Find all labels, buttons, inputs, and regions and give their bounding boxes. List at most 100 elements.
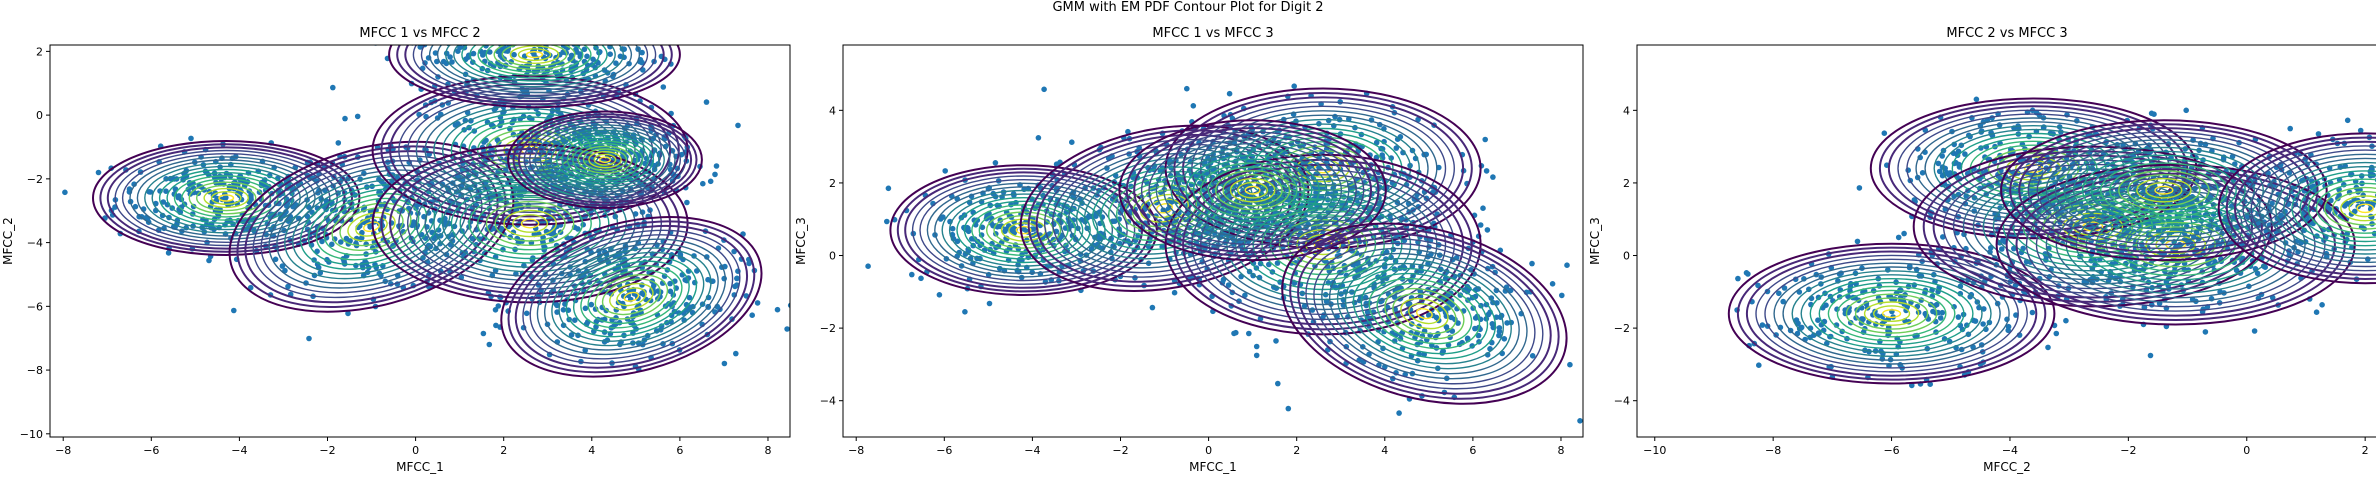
x-tick-label: 2 [1293, 444, 1300, 457]
contour-line [1207, 166, 1298, 215]
contour-line [1415, 308, 1433, 320]
contour-line [331, 202, 412, 251]
scatter-point [410, 219, 417, 225]
scatter-point [700, 180, 706, 187]
contour-line [1243, 127, 1403, 210]
contour-line [203, 187, 249, 209]
scatter-point [1501, 336, 1508, 342]
scatter-point [582, 305, 589, 312]
contour-line [1289, 227, 1560, 400]
scatter-point [617, 53, 624, 60]
gmm-component-1-contours [889, 164, 1158, 297]
y-tick-label: −8 [27, 364, 43, 377]
contour-line [1344, 262, 1504, 365]
contour-line [1328, 252, 1520, 375]
contour-line [1177, 150, 1328, 230]
scatter-point [749, 312, 755, 319]
figure-suptitle: GMM with EM PDF Contour Plot for Digit 2 [1052, 0, 1324, 15]
scatter-point [1035, 135, 1042, 141]
contour-line [1252, 132, 1394, 205]
scatter-point [1940, 234, 1946, 240]
scatter-point [940, 214, 946, 220]
x-tick-label: 6 [1469, 444, 1476, 457]
scatter-point [607, 51, 613, 57]
scatter-point [1881, 130, 1888, 136]
scatter-point [1682, 343, 1688, 349]
contour-line [539, 126, 671, 193]
scatter-point [548, 35, 554, 41]
scatter-point [1301, 303, 1308, 309]
scatter-point [572, 38, 578, 44]
scatter-point [2183, 107, 2189, 114]
scatter-point [588, 39, 594, 45]
scatter-point [607, 30, 613, 36]
scatter-point [1490, 174, 1496, 180]
scatter-point [1962, 151, 1968, 157]
scatter-point [514, 22, 520, 28]
scatter-point [306, 335, 312, 342]
scatter-point [1440, 348, 1446, 354]
contour-line [889, 164, 1158, 297]
scatter-point [502, 12, 508, 18]
scatter-point [1085, 214, 1092, 220]
x-tick-label: −6 [936, 444, 952, 457]
contour-line [594, 274, 669, 320]
contour-line [517, 115, 693, 204]
scatter-point [1445, 342, 1452, 348]
scatter-point [567, 14, 573, 20]
scatter-point [1933, 301, 1940, 308]
contour-line [1336, 257, 1512, 370]
scatter-point [506, 38, 512, 44]
scatter-point [1743, 270, 1750, 276]
scatter-point [1955, 314, 1962, 320]
contour-line [558, 251, 705, 342]
contour-line [1099, 170, 1230, 246]
scatter-point [487, 60, 494, 67]
x-tick-label: −2 [319, 444, 335, 457]
scatter-point [1472, 315, 1479, 321]
contour-line [268, 164, 475, 289]
scatter-point [517, 30, 523, 36]
scatter-point [1529, 353, 1536, 359]
scatter-point [575, 226, 581, 232]
subplot-title: MFCC 1 vs MFCC 3 [1152, 26, 1273, 41]
x-axis-label: MFCC_1 [1189, 460, 1237, 474]
contour-line [494, 205, 566, 242]
scatter-point [319, 238, 325, 245]
scatter-point [704, 254, 710, 260]
scatter-point [452, 122, 459, 128]
scatter-point [539, 14, 545, 20]
scatter-point [2029, 309, 2036, 316]
scatter-point [1781, 285, 1788, 291]
contour-line [896, 167, 1151, 293]
contour-line [582, 148, 628, 172]
scatter-point [1577, 418, 1583, 424]
scatter-point [686, 294, 693, 301]
contour-line [339, 207, 404, 247]
contour-line [468, 192, 592, 255]
plot-area-3 [1727, 96, 2376, 389]
scatter-point [573, 46, 579, 53]
scatter-point [342, 115, 348, 122]
scatter-point [1455, 320, 1461, 326]
scatter-point [662, 143, 669, 150]
contour-line [1125, 123, 1380, 258]
scatter-point [2053, 330, 2060, 337]
scatter-point [1755, 282, 1761, 289]
scatter-point [447, 54, 453, 60]
scatter-point [486, 341, 493, 348]
contour-line [1281, 222, 1568, 405]
scatter-point [2148, 110, 2155, 117]
scatter-point [416, 9, 422, 15]
scatter-point [544, 38, 550, 44]
contour-line [315, 193, 428, 261]
scatter-point [1854, 238, 1861, 245]
scatter-point [1482, 136, 1488, 143]
contour-line [388, 45, 681, 109]
x-axis-label: MFCC_1 [396, 460, 444, 474]
scatter-point [165, 250, 172, 256]
y-axis-label: MFCC_2 [1, 217, 15, 265]
scatter-point [2047, 130, 2054, 136]
scatter-point [1029, 269, 1035, 276]
